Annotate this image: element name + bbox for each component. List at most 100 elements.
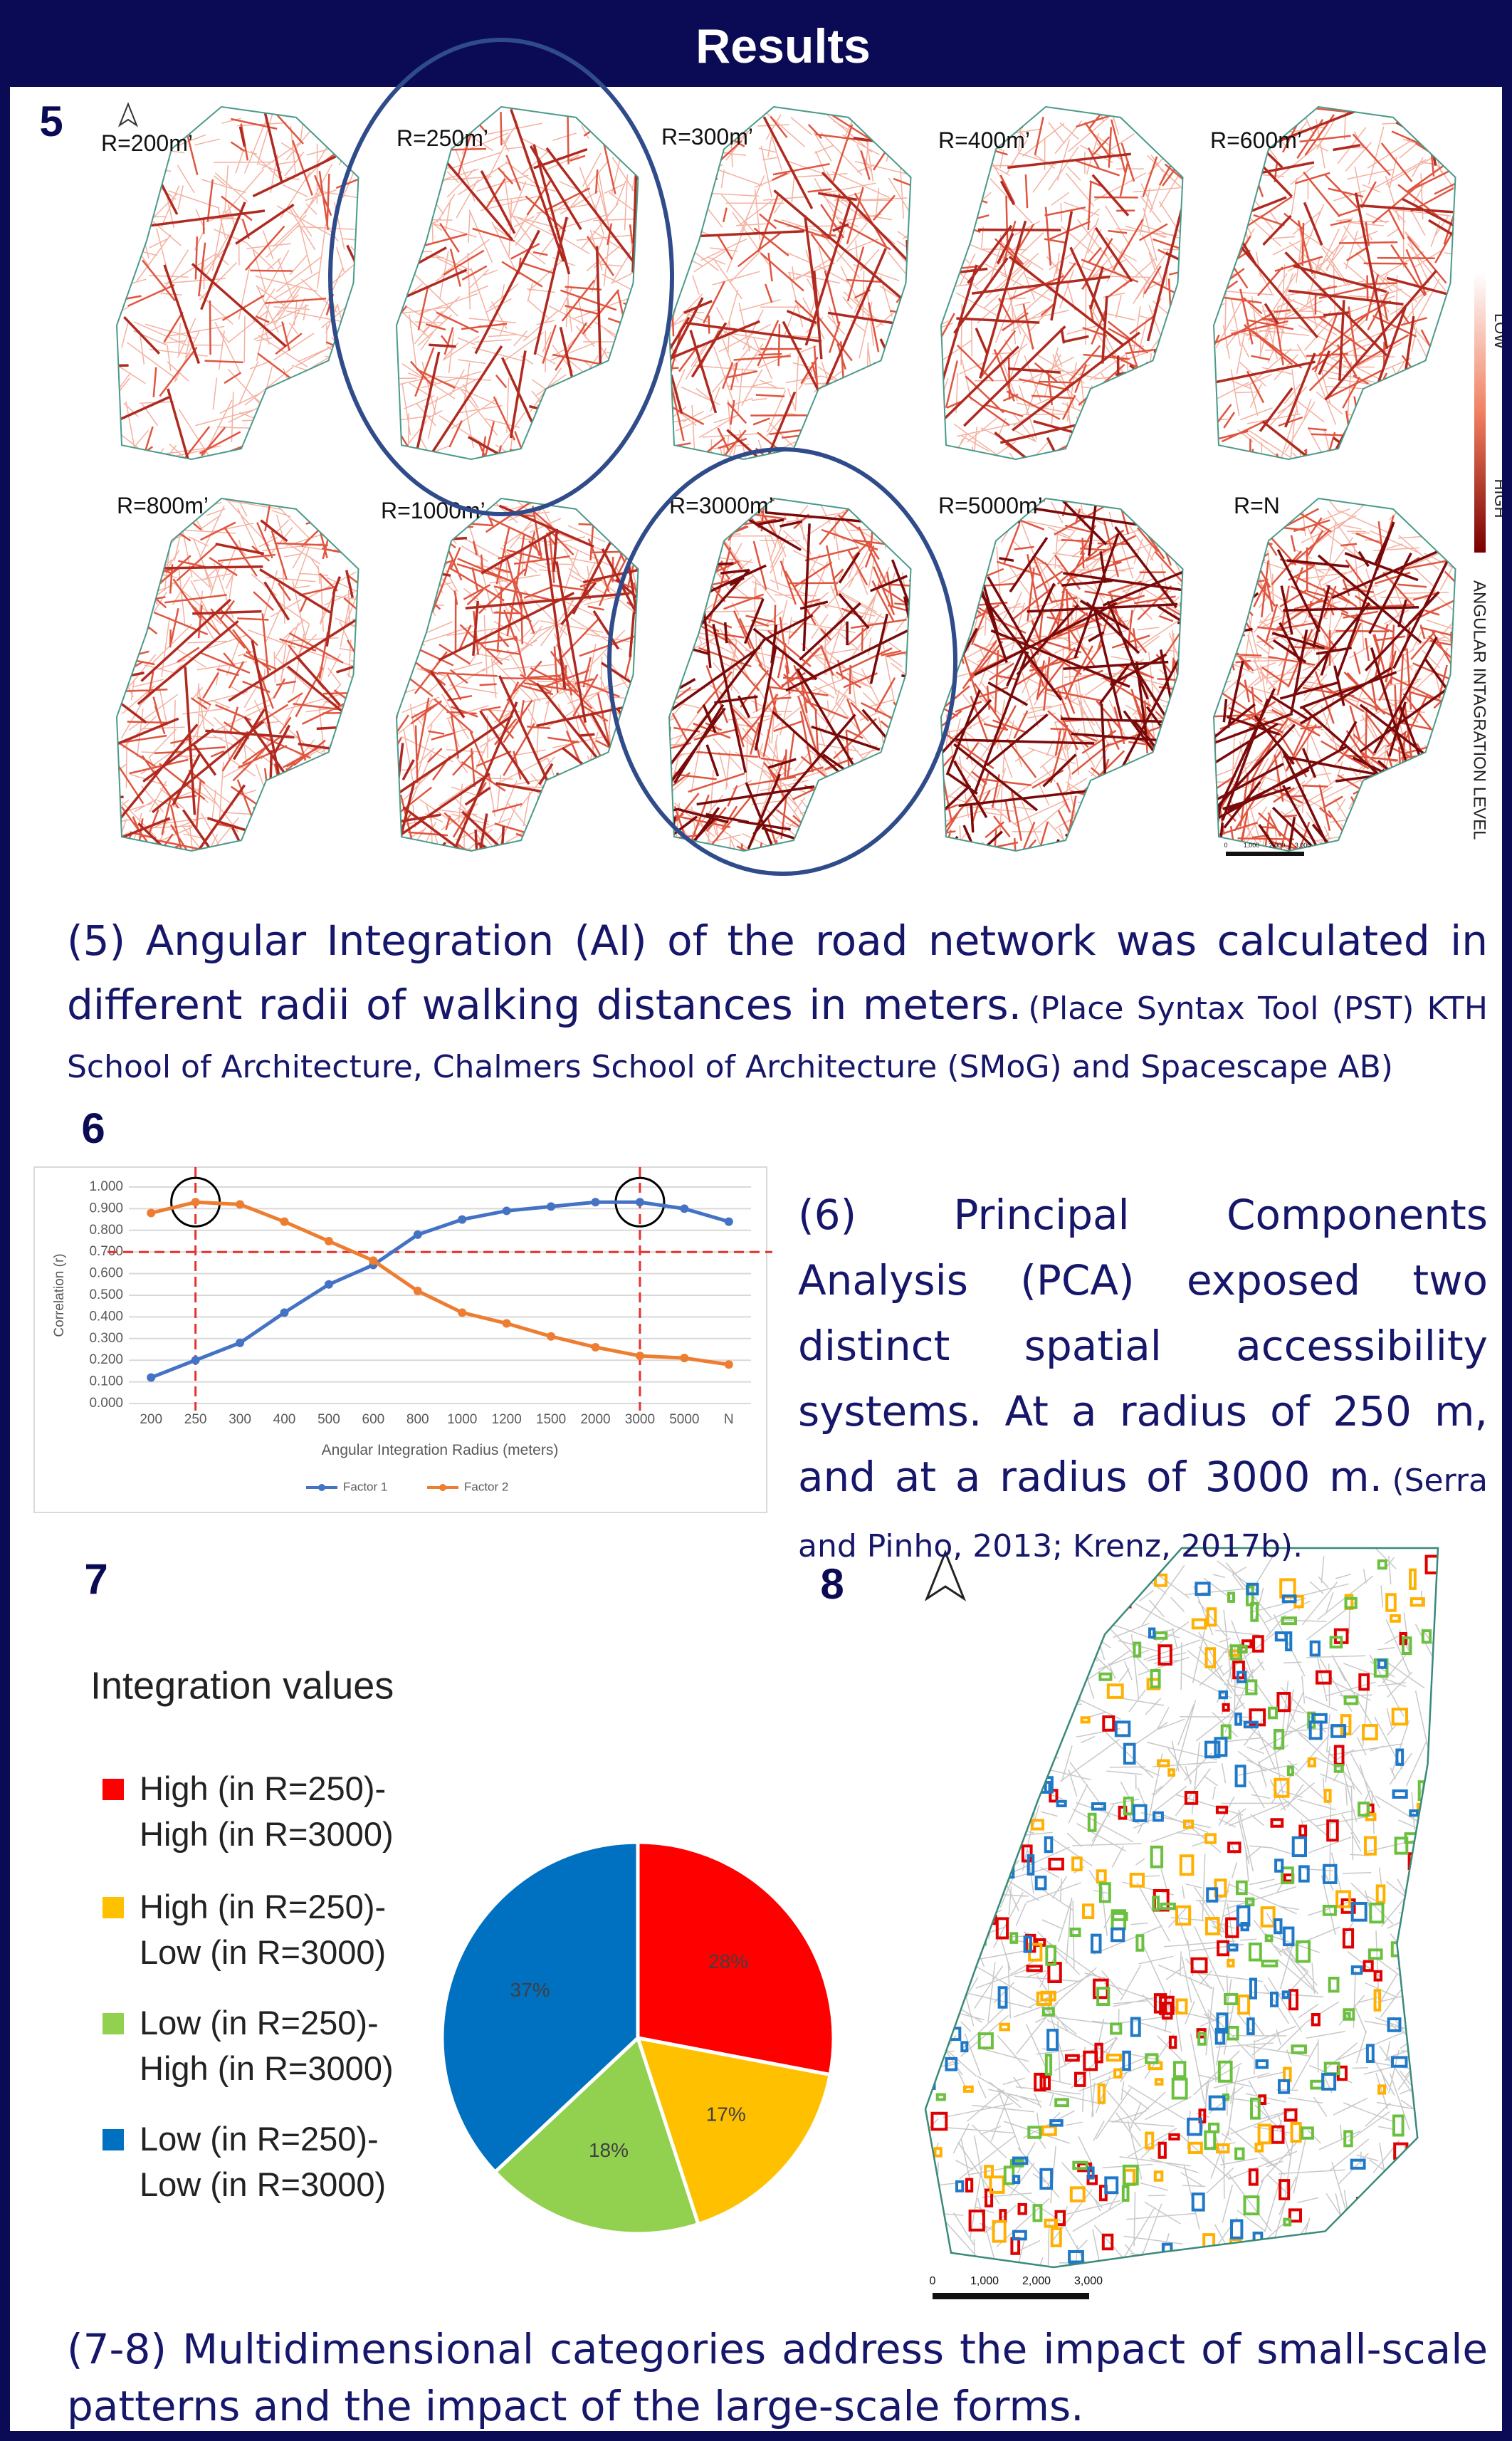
x-tick-label: 400: [273, 1412, 296, 1427]
data-point: [592, 1343, 600, 1352]
radius-label: R=250m’: [397, 125, 488, 151]
streets: [867, 1549, 1489, 2316]
data-point: [680, 1204, 688, 1213]
data-point: [680, 1354, 688, 1362]
data-point: [236, 1339, 244, 1347]
figure-number: 5: [39, 98, 63, 145]
ai-maps: R=200m’ R=250m’ R=300m’ R=400m’ R=600m’ R=800…: [10, 104, 1502, 986]
data-point: [369, 1256, 377, 1265]
data-point: [191, 1356, 200, 1364]
legend-label: Factor 2: [464, 1480, 508, 1493]
legend-high: HIGH: [1491, 479, 1502, 518]
legend-swatch: [103, 1897, 124, 1918]
data-point: [280, 1218, 289, 1226]
streets: [824, 154, 1288, 500]
radius-label: R=3000m’: [669, 493, 774, 518]
streets: [310, 109, 738, 482]
data-point: [503, 1206, 511, 1215]
streets: [1152, 501, 1502, 884]
data-point: [725, 1218, 733, 1226]
data-point: [636, 1352, 644, 1360]
x-tick-label: 1200: [492, 1412, 522, 1427]
x-tick-label: 5000: [669, 1412, 699, 1427]
data-point: [592, 1198, 600, 1206]
scale-label: 1,000: [1244, 842, 1260, 849]
legend-low: LOW: [1491, 313, 1502, 349]
data-point: [414, 1230, 422, 1239]
y-tick-label: 0.400: [89, 1309, 123, 1324]
scale-bar: [1226, 852, 1304, 856]
streets: [75, 108, 421, 493]
scale-label: 1,000: [970, 2275, 999, 2287]
x-axis-label: Angular Integration Radius (meters): [322, 1442, 559, 1458]
slice-label: 18%: [589, 2139, 629, 2161]
streets: [621, 500, 967, 906]
x-tick-label: 300: [229, 1412, 251, 1427]
streets: [362, 501, 703, 894]
radius-label: R=600m’: [1210, 127, 1302, 153]
legend-label: Factor 1: [343, 1480, 387, 1493]
y-tick-label: 0.700: [89, 1244, 123, 1259]
data-point: [636, 1198, 644, 1206]
data-point: [414, 1287, 422, 1295]
data-point: [191, 1198, 200, 1206]
data-point: [725, 1360, 733, 1369]
y-tick-label: 0.800: [89, 1223, 123, 1238]
radius-label: R=400m’: [938, 127, 1030, 153]
legend-label: High (in R=250)- Low (in R=3000): [140, 1884, 410, 1975]
legend-swatch: [103, 1779, 124, 1800]
data-point: [325, 1237, 333, 1245]
data-point: [547, 1332, 555, 1341]
data-point: [147, 1374, 155, 1382]
slice-label: 17%: [706, 2103, 746, 2126]
legend-swatch: [103, 2129, 124, 2150]
y-tick-label: 0.200: [89, 1352, 123, 1367]
x-tick-label: 3000: [625, 1412, 655, 1427]
map-outline: [397, 107, 639, 459]
radius-label: R=300m’: [661, 124, 753, 150]
streets: [1165, 108, 1501, 502]
north-arrow: [120, 104, 137, 125]
map: [275, 499, 718, 972]
y-tick-label: 0.100: [89, 1374, 123, 1389]
footer-caption: (7-8) Multidimensional categories addres…: [67, 2321, 1488, 2435]
header-title: Results: [695, 19, 871, 73]
data-point: [280, 1308, 289, 1317]
caption-text: (6) Principal Components Analysis (PCA) …: [798, 1191, 1488, 1501]
map: [1130, 499, 1502, 964]
scale-label: 2,000: [1022, 2275, 1051, 2287]
caption: (5) Angular Integration (AI) of the road…: [67, 909, 1488, 1097]
data-point: [547, 1202, 555, 1211]
radius-label: R=200m’: [101, 130, 193, 156]
legend-title: Integration values: [90, 1664, 394, 1707]
figure-number: 7: [84, 1555, 107, 1603]
x-tick-label: 1500: [536, 1412, 566, 1427]
slice-label: 37%: [510, 1979, 550, 2001]
legend-label: Low (in R=250)- Low (in R=3000): [140, 2116, 410, 2207]
radius-label: R=800m’: [117, 493, 209, 518]
category-blocks: [926, 1552, 1440, 2277]
caption: (6) Principal Components Analysis (PCA) …: [798, 1182, 1488, 1579]
streets: [107, 113, 414, 498]
y-axis-label: Correlation (r): [52, 1253, 67, 1337]
legend-label: High (in R=250)- High (in R=3000): [140, 1766, 410, 1857]
y-tick-label: 0.600: [89, 1266, 123, 1281]
x-tick-label: 2000: [580, 1412, 610, 1427]
y-tick-label: 1.000: [89, 1179, 123, 1194]
data-point: [503, 1319, 511, 1328]
x-tick-label: 600: [362, 1412, 385, 1427]
scale-bar: [933, 2293, 1089, 2299]
x-tick-label: 1000: [447, 1412, 477, 1427]
color-bar: [1474, 272, 1486, 553]
radius-label: R=N: [1234, 493, 1280, 518]
data-point: [458, 1216, 466, 1224]
map-outline: [117, 107, 359, 459]
figure-number: 6: [81, 1104, 105, 1152]
y-tick-label: 0.000: [89, 1396, 123, 1411]
legend-swatch: [318, 1484, 325, 1491]
streets: [903, 500, 1243, 902]
scale-label: 0: [930, 2275, 936, 2287]
y-tick-label: 0.500: [89, 1287, 123, 1302]
scale-label: 2,000: [1269, 842, 1286, 849]
